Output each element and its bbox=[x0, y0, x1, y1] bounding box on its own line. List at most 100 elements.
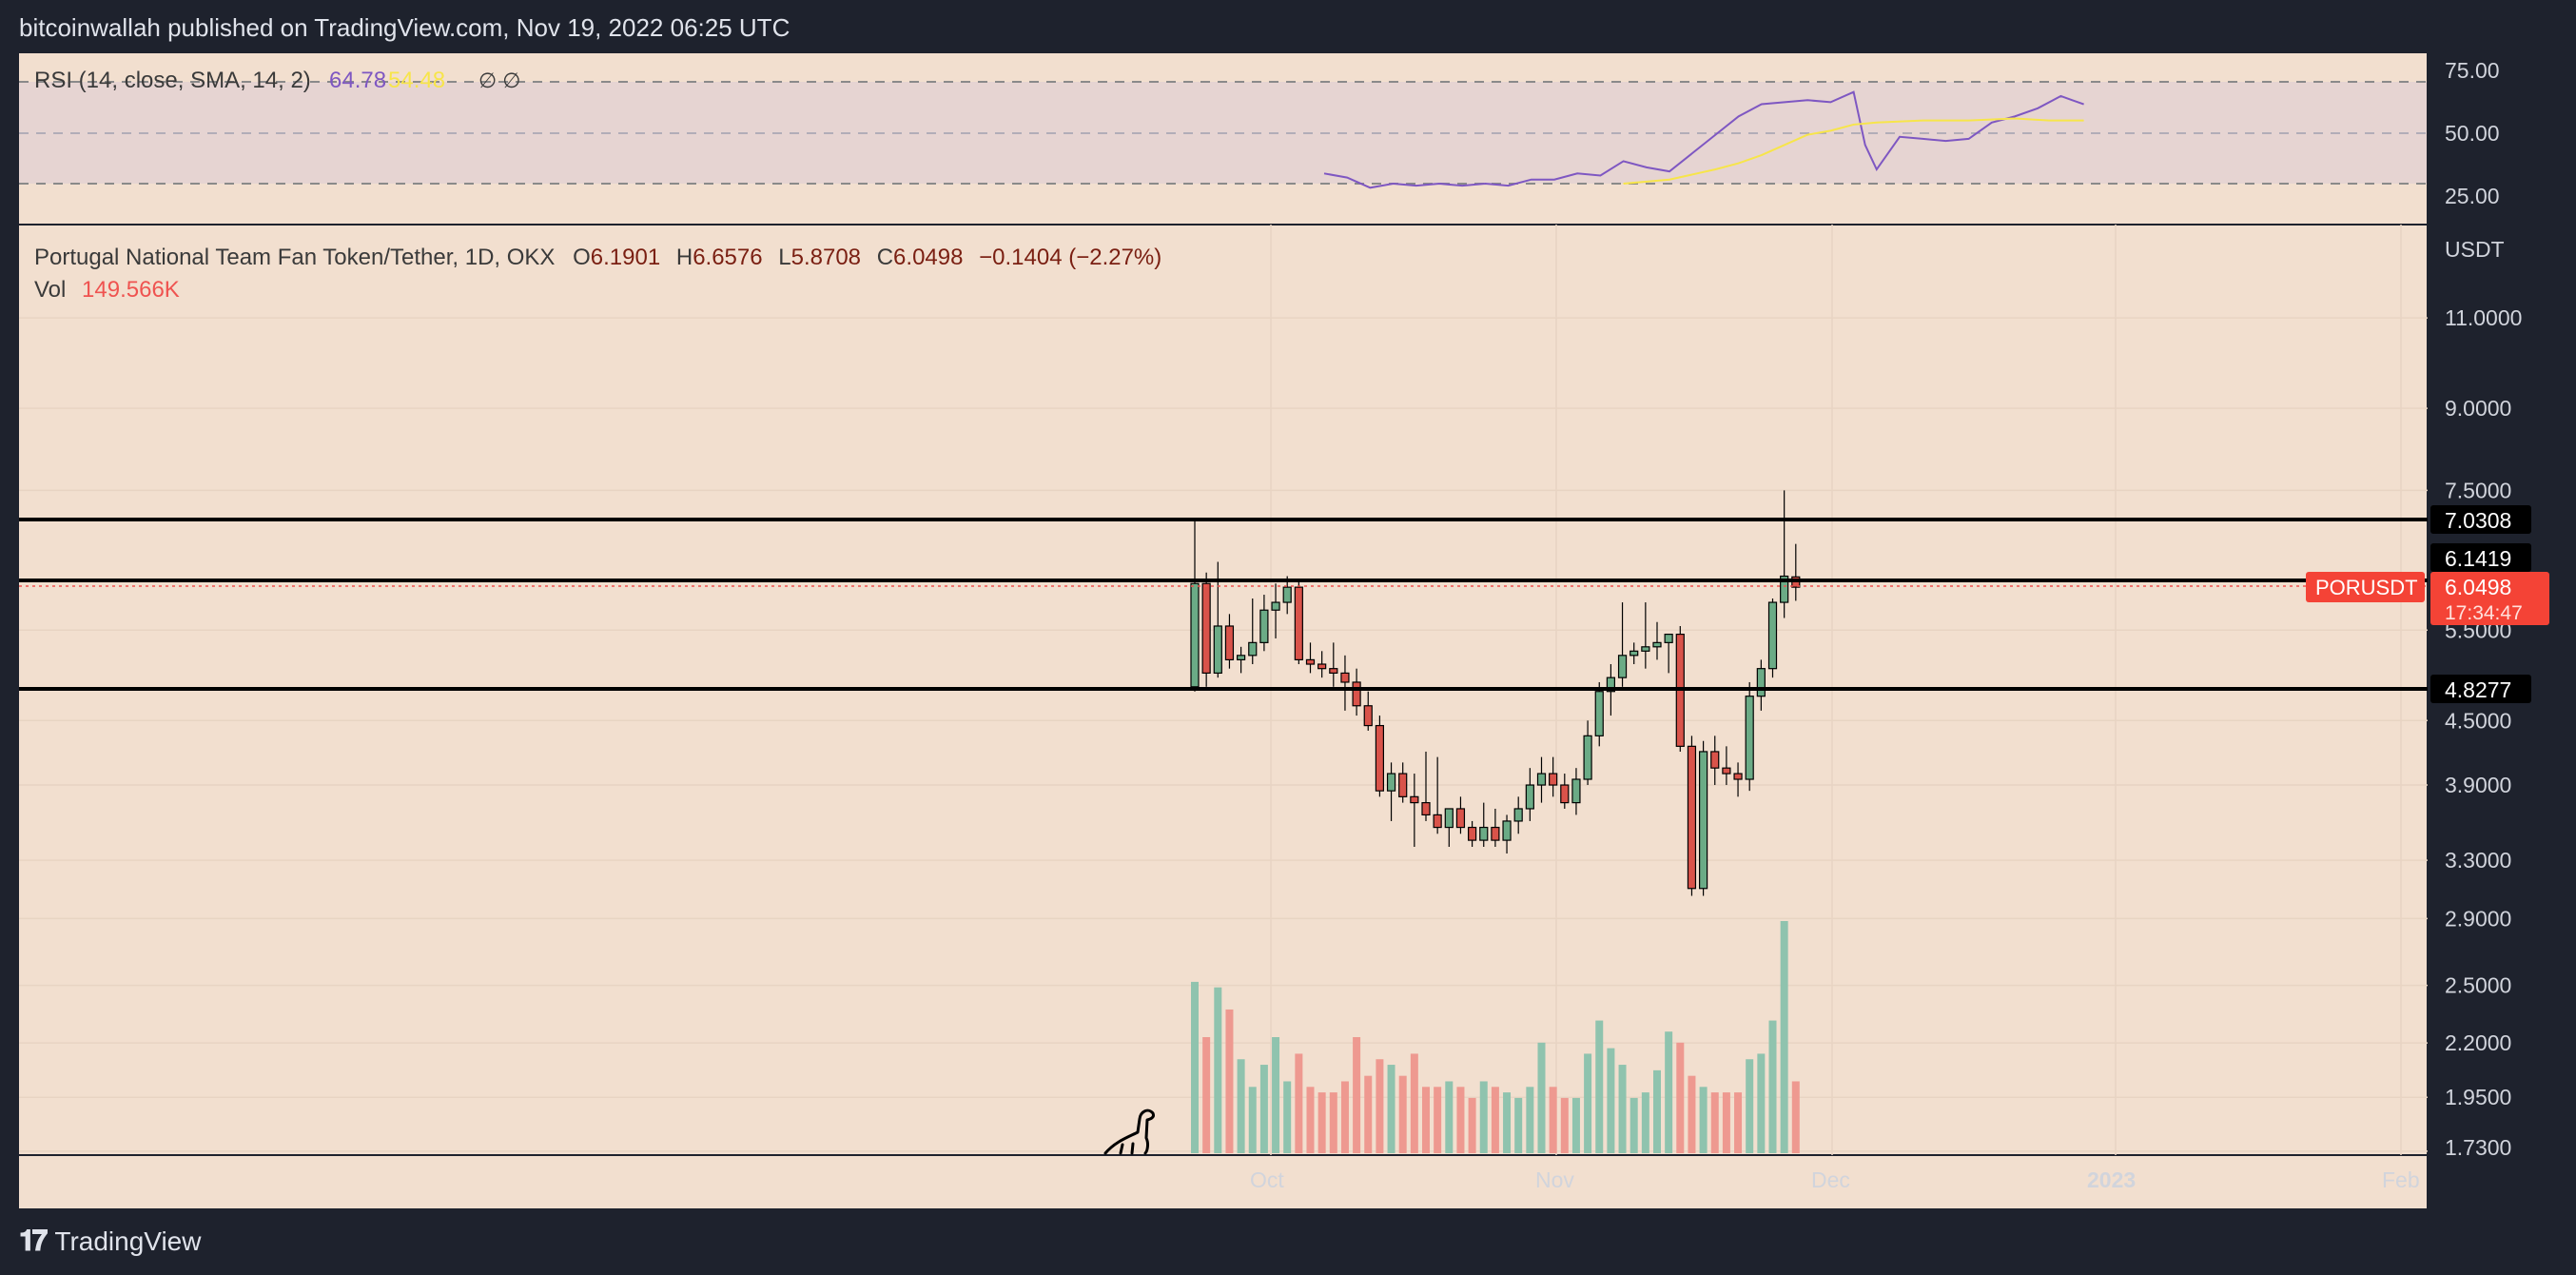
last-price-label-bg bbox=[2430, 572, 2549, 625]
candle-down bbox=[1352, 681, 1361, 707]
rsi-label: RSI (14, close, SMA, 14, 2) bbox=[34, 68, 311, 93]
volume-bar bbox=[1410, 1053, 1418, 1153]
price-tick: 1.7300 bbox=[2445, 1135, 2511, 1160]
ticker-label: PORUSDT bbox=[2315, 576, 2418, 599]
low-label: L bbox=[778, 245, 790, 270]
candle-up bbox=[1513, 808, 1523, 822]
volume-bar bbox=[1479, 1081, 1488, 1153]
candle-down bbox=[1294, 586, 1303, 660]
volume-bar bbox=[1329, 1092, 1337, 1153]
volume-bar bbox=[1468, 1097, 1476, 1153]
candle-up bbox=[1630, 650, 1639, 657]
candle-up bbox=[1756, 668, 1766, 697]
open-value: 6.1901 bbox=[591, 245, 660, 270]
volume-bar bbox=[1630, 1097, 1638, 1153]
volume-bar bbox=[1202, 1037, 1211, 1153]
volume-bar bbox=[1272, 1037, 1280, 1153]
high-value: 6.6576 bbox=[693, 245, 762, 270]
last-price-label: 6.0498 bbox=[2445, 575, 2511, 599]
volume-bar bbox=[1353, 1037, 1361, 1153]
volume-bar bbox=[1653, 1069, 1661, 1153]
candle-up bbox=[1583, 735, 1592, 780]
volume-bar bbox=[1710, 1092, 1719, 1153]
candle-up bbox=[1502, 820, 1512, 841]
level-label-mid-bg bbox=[2430, 543, 2531, 572]
candle-down bbox=[1410, 795, 1419, 804]
rsi-sma-value: 54.48 bbox=[388, 68, 445, 93]
volume-bar bbox=[1295, 1053, 1303, 1153]
candle-down bbox=[1560, 784, 1570, 804]
level-label-mid: 6.1419 bbox=[2445, 546, 2511, 571]
candle-down bbox=[1467, 826, 1477, 841]
ticker-label-bg bbox=[2306, 572, 2425, 602]
publish-header: bitcoinwallah published on TradingView.c… bbox=[19, 13, 790, 42]
rsi-value: 64.78 bbox=[329, 68, 386, 93]
candle-up bbox=[1698, 751, 1708, 890]
candle-down bbox=[1491, 826, 1500, 841]
volume-bar bbox=[1571, 1097, 1580, 1153]
rsi-line bbox=[1323, 90, 2084, 189]
volume-bar bbox=[1422, 1087, 1430, 1153]
dinosaur-watermark-icon bbox=[1103, 1108, 1155, 1155]
price-tick: 2.9000 bbox=[2445, 906, 2511, 931]
candle-up bbox=[1444, 808, 1454, 829]
horizontal-gridlines bbox=[19, 317, 2428, 1152]
close-label: C bbox=[877, 245, 893, 270]
volume-bar bbox=[1618, 1065, 1627, 1153]
candle-down bbox=[1305, 658, 1316, 665]
volume-bar bbox=[1757, 1053, 1766, 1153]
volume-bar bbox=[1514, 1097, 1523, 1153]
candle-down bbox=[1375, 724, 1385, 792]
rsi-sma-line bbox=[1623, 117, 2084, 185]
volume-bar bbox=[1503, 1092, 1512, 1153]
footer: 𝟏𝟕 TradingView bbox=[19, 1226, 201, 1258]
price-tick: 9.0000 bbox=[2445, 396, 2511, 421]
candle-up bbox=[1745, 696, 1754, 780]
volume-bar bbox=[1456, 1087, 1465, 1153]
price-tick: 2.5000 bbox=[2445, 973, 2511, 998]
level-label-support-bg bbox=[2430, 675, 2531, 703]
candle-up bbox=[1664, 633, 1673, 643]
candle-up bbox=[1259, 609, 1269, 643]
candle-down bbox=[1733, 773, 1743, 780]
volume-bar bbox=[1283, 1081, 1292, 1153]
footer-brand: TradingView bbox=[54, 1226, 202, 1256]
volume-bar bbox=[1317, 1092, 1326, 1153]
low-value: 5.8708 bbox=[791, 245, 861, 270]
volume-bar bbox=[1364, 1075, 1373, 1153]
candle-down bbox=[1710, 751, 1720, 769]
price-tick: 11.0000 bbox=[2445, 305, 2522, 330]
candle-up bbox=[1780, 575, 1789, 603]
candle-down bbox=[1455, 808, 1466, 829]
level-label-high: 7.0308 bbox=[2445, 508, 2511, 533]
price-tick: 3.3000 bbox=[2445, 848, 2511, 873]
candle-up bbox=[1571, 778, 1581, 804]
candle-down bbox=[1549, 773, 1558, 786]
countdown-label: 17:34:47 bbox=[2445, 602, 2523, 624]
candle-up bbox=[1271, 601, 1280, 611]
volume-bar bbox=[1549, 1087, 1557, 1153]
volume-bar bbox=[1387, 1065, 1395, 1153]
symbol-name: Portugal National Team Fan Token/Tether,… bbox=[34, 245, 555, 270]
volume-bar bbox=[1225, 1009, 1234, 1153]
price-tick: 4.5000 bbox=[2445, 708, 2511, 733]
volume-bar bbox=[1722, 1092, 1730, 1153]
candle-down bbox=[1722, 767, 1731, 775]
candle-down bbox=[1421, 802, 1431, 816]
volume-bar bbox=[1376, 1059, 1384, 1153]
volume-bar bbox=[1191, 981, 1199, 1153]
price-tick: 7.5000 bbox=[2445, 478, 2511, 502]
candle-up bbox=[1190, 582, 1200, 688]
open-label: O bbox=[573, 245, 591, 270]
candle-down bbox=[1201, 582, 1211, 674]
time-tick: Dec bbox=[1811, 1167, 1850, 1192]
candle-up bbox=[1386, 773, 1396, 792]
candle-down bbox=[1317, 663, 1327, 670]
close-value: 6.0498 bbox=[893, 245, 963, 270]
candle-up bbox=[1767, 601, 1778, 670]
rsi-extra: ∅ ∅ bbox=[478, 69, 520, 92]
candle-up bbox=[1248, 641, 1258, 657]
volume-bar bbox=[1340, 1081, 1349, 1153]
volume-bar bbox=[1434, 1087, 1442, 1153]
